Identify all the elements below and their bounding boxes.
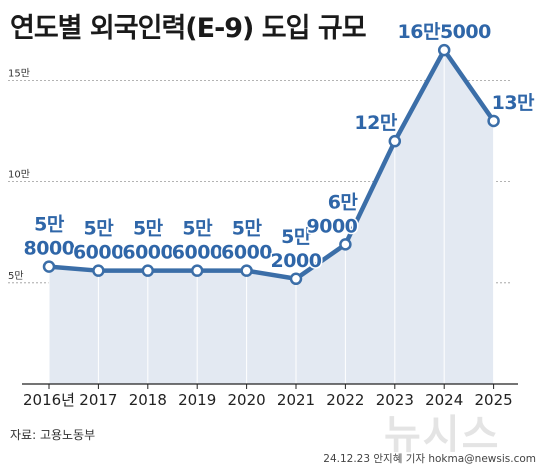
chart-title: 연도별 외국인력(E-9) 도입 규모 — [10, 13, 367, 44]
point-layer — [42, 43, 500, 286]
data-point — [339, 238, 352, 251]
data-point — [42, 260, 56, 273]
data-point — [487, 114, 500, 128]
x-tick-label: 2023 — [376, 391, 414, 409]
data-label: 6만 — [328, 191, 359, 213]
data-point — [437, 43, 451, 57]
data-label: 6000 — [221, 242, 272, 264]
y-tick-label: 15만 — [8, 67, 30, 79]
data-label: 5만 — [232, 218, 263, 240]
y-tick-label: 10만 — [8, 169, 30, 181]
x-axis: 2016년 2017 2018 2019 2020 2021 2022 2023 2024 202… — [22, 383, 518, 409]
y-tick-label: 5만 — [8, 270, 24, 282]
data-label: 5만 — [34, 214, 65, 236]
data-point — [190, 264, 204, 277]
data-label: 6000 — [122, 242, 173, 264]
line-layer — [46, 47, 496, 282]
x-tick-label: 2020 — [228, 391, 266, 409]
x-tick-label: 2018 — [129, 391, 167, 409]
x-tick-label: 2019 — [178, 391, 216, 409]
data-label: 13만 — [492, 92, 535, 114]
x-tick-label: 2022 — [326, 391, 364, 409]
data-label: 6000 — [73, 242, 124, 264]
area-fill — [49, 50, 494, 384]
label-layer: 5만80005만60005만60005만60005만60005만20006만90… — [22, 20, 537, 274]
x-tick-label: 2017 — [79, 391, 117, 409]
data-point — [289, 272, 303, 286]
data-label: 2000 — [271, 250, 322, 272]
data-label: 5만 — [133, 218, 164, 240]
x-tick-label: 2016년 — [23, 391, 75, 409]
credit-line: 24.12.23 안지혜 기자 hokma@newsis.com — [323, 453, 536, 465]
x-tick-label: 2025 — [475, 391, 513, 409]
data-label: 12만 — [354, 112, 397, 134]
data-label: 9000 — [307, 215, 358, 237]
data-label: 5만 — [281, 226, 312, 248]
x-tick-label: 2021 — [277, 391, 315, 409]
data-label: 5만 — [84, 218, 115, 240]
data-label: 8000 — [24, 238, 75, 260]
data-point — [240, 264, 253, 277]
data-label: 6000 — [172, 242, 223, 264]
source-note: 자료: 고용노동부 — [10, 428, 96, 442]
area-layer — [48, 50, 495, 388]
series-line — [46, 47, 496, 282]
data-point — [92, 264, 105, 277]
x-tick-label: 2024 — [425, 391, 463, 409]
data-label: 5만 — [182, 218, 213, 240]
data-label: 16만5000 — [398, 21, 492, 43]
data-point — [388, 134, 402, 148]
data-point — [141, 264, 155, 277]
newsis-watermark: 뉴시스 — [384, 412, 501, 458]
